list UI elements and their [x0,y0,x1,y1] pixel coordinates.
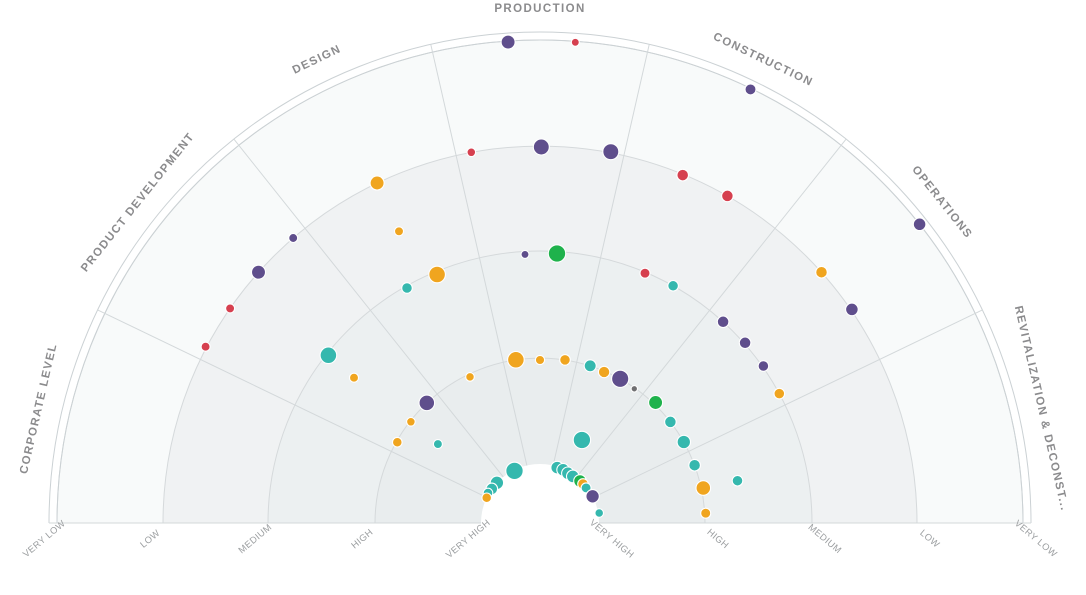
ring-label-very-high-left: VERY HIGH [444,517,492,560]
risk-bubble[interactable] [583,359,597,373]
sector-divider [592,309,983,498]
band-very-low [57,40,1023,523]
risk-bubble[interactable] [570,37,580,47]
band-medium [268,251,812,523]
risk-bubble[interactable] [639,267,651,279]
risk-bubble[interactable] [845,302,859,317]
risk-bubble[interactable] [288,232,299,244]
risk-bubble[interactable] [716,315,730,329]
risk-bubble[interactable] [744,83,757,96]
ring-label-very-low-left: VERY LOW [21,518,67,559]
sector-divider [552,44,650,466]
risk-bubble[interactable] [667,279,679,292]
sector-divider [576,138,847,478]
risk-bubble[interactable] [225,303,236,314]
risk-bubble[interactable] [611,369,630,388]
risk-bubble[interactable] [348,372,360,383]
risk-bubble[interactable] [559,354,571,366]
risk-bubble[interactable] [481,492,493,504]
ring-label-high-left: HIGH [349,527,374,551]
risk-bubble[interactable] [532,138,550,156]
risk-bubble[interactable] [676,434,692,450]
risk-bubble[interactable] [406,416,416,427]
grid-arc-very-low-inner [56,39,1024,524]
risk-bubble[interactable] [648,394,664,411]
risk-bubble[interactable] [585,489,600,504]
risk-bubble[interactable] [757,360,770,372]
risk-bubble[interactable] [773,387,786,400]
risk-bubble[interactable] [547,244,567,263]
risk-bubble[interactable] [700,507,712,519]
risk-bubble[interactable] [466,147,477,158]
risk-bubble[interactable] [507,350,525,369]
sector-label-design: DESIGN [291,43,344,77]
risk-bubble[interactable] [200,341,211,352]
risk-bubble[interactable] [738,336,752,350]
ring-label-low-right: LOW [918,528,942,550]
risk-bubble[interactable] [418,394,436,412]
risk-bubble[interactable] [721,189,734,203]
risk-bubble[interactable] [369,175,385,191]
risk-bubble[interactable] [401,282,413,294]
risk-bubble[interactable] [319,346,338,365]
sector-label-production: PRODUCTION [494,3,585,15]
risk-bubble[interactable] [630,385,639,393]
sector-divider [430,44,528,466]
grid-arc-outer-border [48,31,1032,524]
risk-bubble[interactable] [695,480,712,496]
risk-bubble[interactable] [572,430,592,450]
ring-label-low-left: LOW [138,528,162,550]
risk-bubble[interactable] [912,217,927,232]
sector-divider [97,309,488,498]
band-low [163,146,917,523]
risk-bubble[interactable] [432,439,443,450]
risk-bubble[interactable] [664,415,677,429]
band-high [375,358,705,523]
risk-bubble[interactable] [393,226,405,237]
risk-bubble[interactable] [428,265,446,284]
ring-label-very-low-right: VERY LOW [1013,518,1059,559]
sector-divider [233,138,504,478]
risk-bubble[interactable] [815,265,828,279]
risk-bubble[interactable] [676,168,690,182]
risk-bubble[interactable] [688,458,701,472]
risk-bubble[interactable] [594,508,605,518]
risk-bubble[interactable] [597,365,611,379]
ring-label-medium-right: MEDIUM [806,522,843,555]
risk-bubble[interactable] [505,461,524,481]
risk-bubble[interactable] [465,372,475,382]
risk-bubble[interactable] [534,354,546,366]
risk-bubble[interactable] [250,264,267,280]
risk-bubble[interactable] [731,474,744,487]
risk-bubble[interactable] [520,249,530,259]
ring-label-medium-left: MEDIUM [236,522,273,555]
risk-bubble[interactable] [602,143,620,161]
risk-bubble[interactable] [500,34,516,50]
ring-label-very-high-right: VERY HIGH [588,517,636,560]
ring-label-high-right: HIGH [705,527,730,551]
risk-bubble[interactable] [391,436,403,448]
